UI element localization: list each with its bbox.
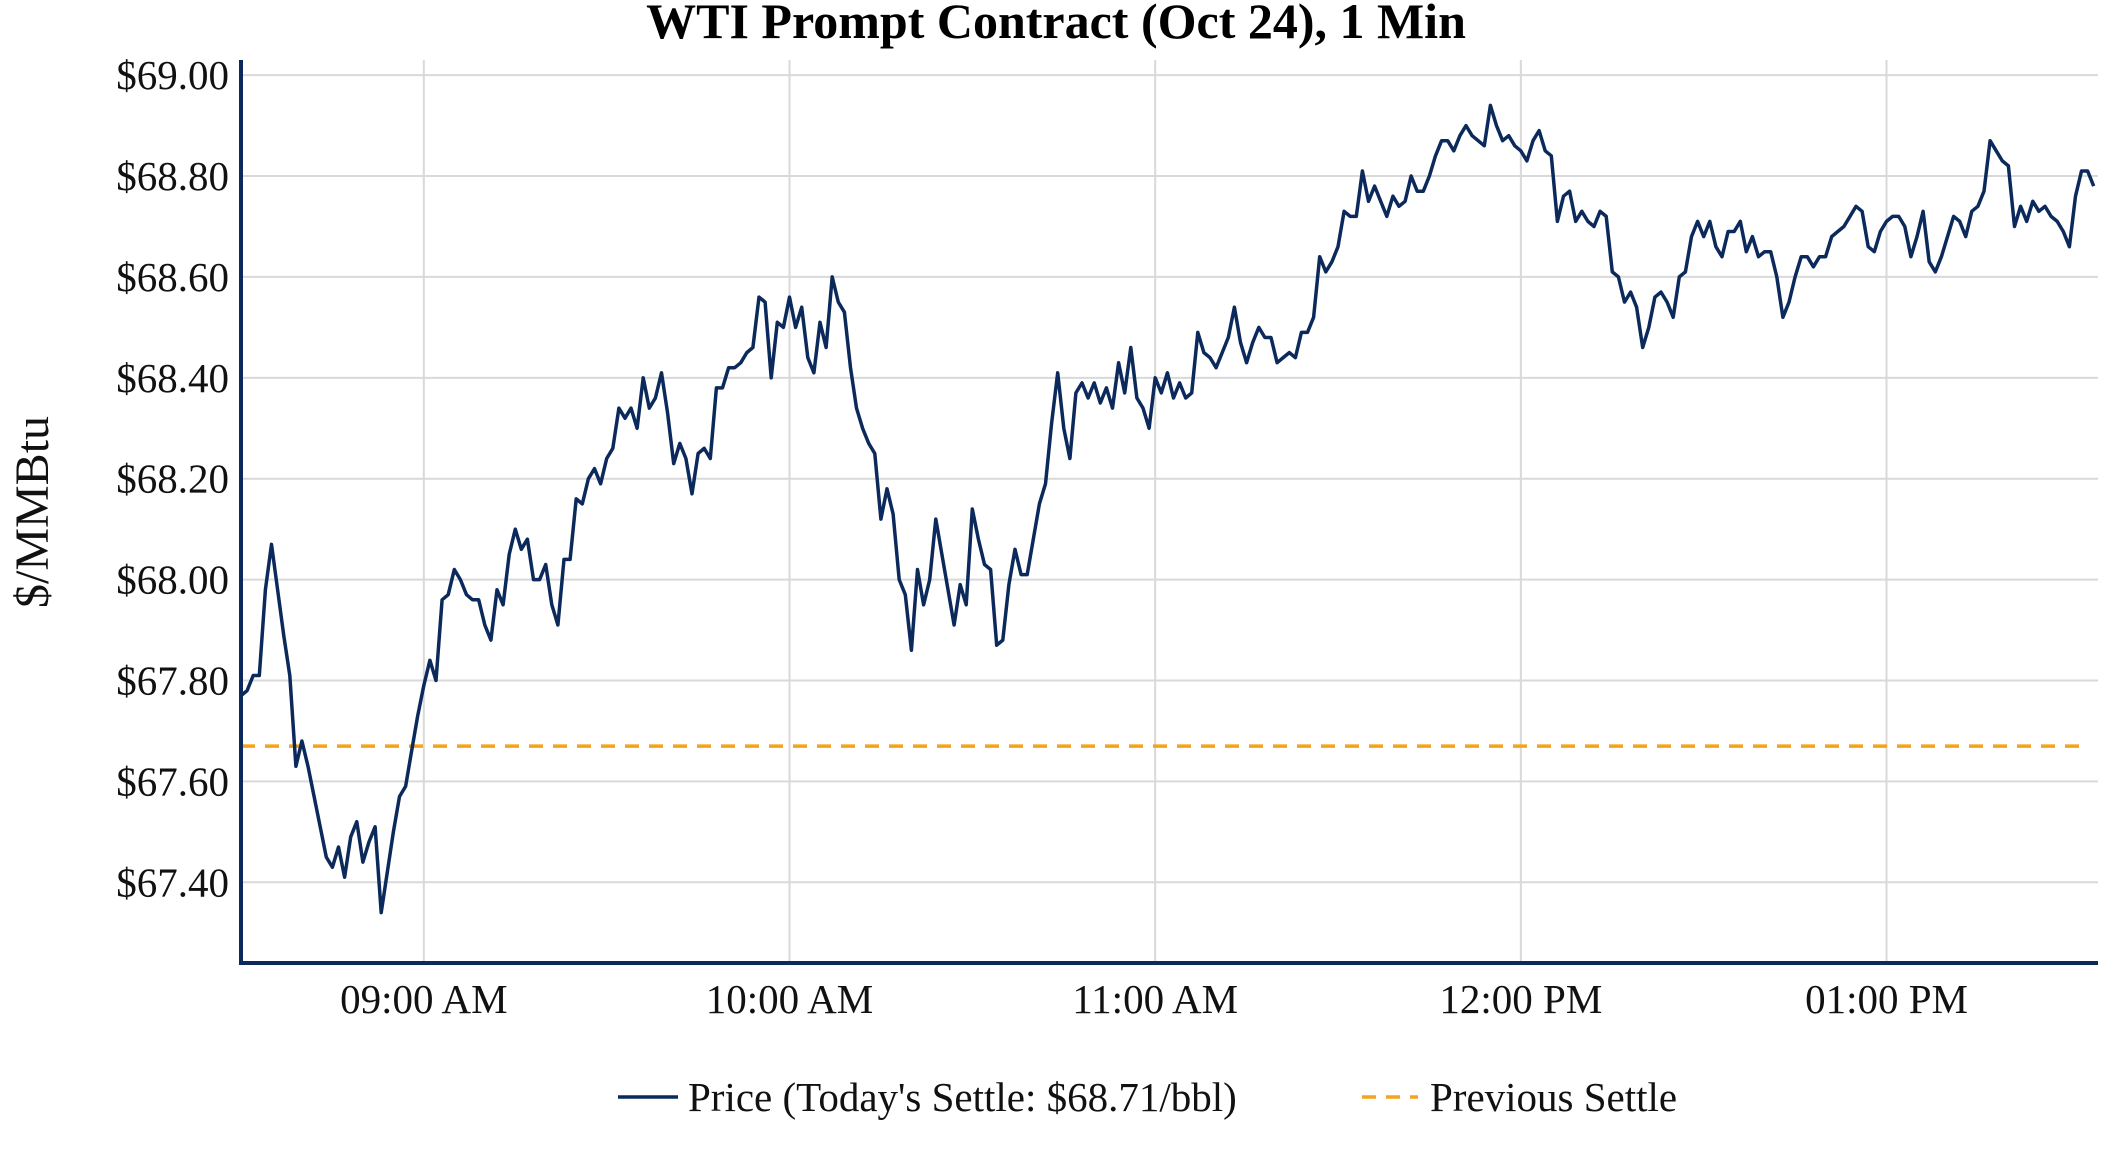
- price-series-line: [239, 103, 2096, 915]
- x-tick-label: 01:00 PM: [1805, 976, 1968, 1022]
- y-tick-label: $67.40: [116, 859, 229, 905]
- legend-previous-settle-label: Previous Settle: [1430, 1074, 1677, 1120]
- gridlines: [241, 60, 2098, 963]
- x-tick-label: 11:00 AM: [1072, 976, 1238, 1022]
- y-tick-label: $68.00: [116, 557, 229, 603]
- x-tick-label: 10:00 AM: [706, 976, 873, 1022]
- x-tick-label: 09:00 AM: [340, 976, 507, 1022]
- legend-price-label: Price (Today's Settle: $68.71/bbl): [688, 1074, 1237, 1120]
- x-tick-label: 12:00 PM: [1439, 976, 1602, 1022]
- legend: Price (Today's Settle: $68.71/bbl) Previ…: [618, 1074, 1677, 1120]
- y-tick-label: $68.40: [116, 355, 229, 401]
- y-tick-label: $68.80: [116, 153, 229, 199]
- y-tick-label: $68.60: [116, 254, 229, 300]
- y-axis-label: $/MMBtu: [6, 416, 59, 608]
- y-axis-ticks: $69.00 $68.80 $68.60 $68.40 $68.20 $68.00 $67.…: [116, 52, 229, 905]
- y-tick-label: $67.60: [116, 758, 229, 804]
- y-tick-label: $69.00: [116, 52, 229, 98]
- x-axis-ticks: 09:00 AM 10:00 AM 11:00 AM 12:00 PM 01:00 PM: [340, 976, 1968, 1022]
- y-tick-label: $68.20: [116, 456, 229, 502]
- chart-title: WTI Prompt Contract (Oct 24), 1 Min: [646, 0, 1466, 49]
- y-tick-label: $67.80: [116, 657, 229, 703]
